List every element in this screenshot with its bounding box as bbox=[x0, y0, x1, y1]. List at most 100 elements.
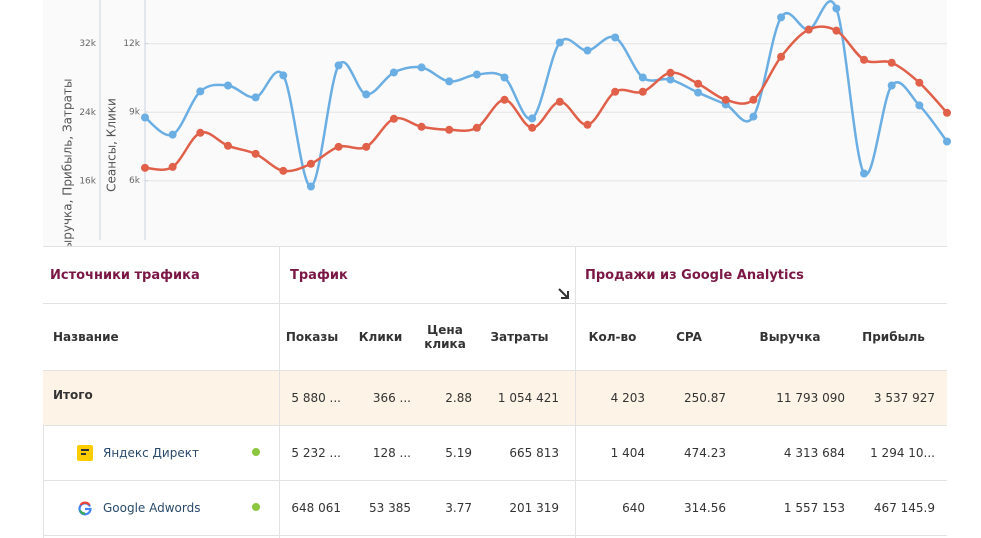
group-header: Источники трафика bbox=[50, 267, 200, 283]
group-header: Продажи из Google Analytics bbox=[585, 267, 804, 283]
data-point bbox=[445, 125, 454, 134]
row-border bbox=[43, 535, 947, 536]
data-point bbox=[887, 81, 896, 90]
column-border bbox=[575, 247, 576, 538]
cell: 3.77 bbox=[445, 500, 472, 515]
data-point bbox=[777, 52, 786, 61]
cell: 665 813 bbox=[509, 445, 559, 460]
data-point bbox=[141, 163, 149, 172]
data-point bbox=[417, 63, 426, 72]
yandex-icon bbox=[77, 445, 93, 461]
y-axis-title: Выручка, Прибыль, Затраты bbox=[61, 79, 75, 247]
data-point bbox=[528, 114, 537, 123]
status-dot bbox=[252, 448, 260, 456]
data-point bbox=[141, 113, 149, 122]
y2-axis-title: Сеансы, Клики bbox=[105, 98, 119, 192]
data-point bbox=[721, 95, 730, 104]
data-point bbox=[611, 87, 620, 96]
cell: 5.19 bbox=[445, 445, 472, 460]
data-point bbox=[389, 68, 398, 77]
data-point bbox=[832, 26, 841, 35]
cell: 1 404 bbox=[610, 445, 645, 460]
total-row-bg bbox=[43, 371, 947, 425]
data-point bbox=[915, 101, 924, 110]
column-header: Прибыль bbox=[862, 329, 925, 344]
column-header: Показы bbox=[285, 329, 339, 344]
y2-tick-label: 12k bbox=[123, 39, 140, 49]
data-point bbox=[638, 73, 647, 82]
cell: 2.88 bbox=[445, 390, 472, 405]
data-point bbox=[279, 71, 288, 80]
y2-tick-label: 6k bbox=[129, 176, 141, 186]
data-point bbox=[555, 38, 564, 47]
data-point bbox=[666, 75, 675, 84]
data-point bbox=[362, 142, 371, 151]
cell: 53 385 bbox=[369, 500, 411, 515]
data-point bbox=[472, 123, 481, 132]
column-header: Кол-во bbox=[588, 329, 637, 344]
column-header: CPA bbox=[676, 329, 702, 344]
column-header: Клики bbox=[358, 329, 403, 344]
data-point bbox=[168, 162, 177, 171]
expand-icon[interactable] bbox=[557, 287, 571, 301]
data-point bbox=[168, 130, 177, 139]
data-point bbox=[638, 87, 647, 96]
source-name: Яндекс Директ bbox=[103, 445, 199, 460]
data-point bbox=[611, 33, 620, 42]
data-point bbox=[943, 108, 951, 117]
data-point bbox=[500, 95, 509, 104]
cell: 201 319 bbox=[509, 500, 559, 515]
data-point bbox=[860, 169, 869, 178]
data-point bbox=[555, 97, 564, 106]
data-point bbox=[887, 58, 896, 67]
data-point bbox=[694, 79, 703, 88]
cell: 5 232 ... bbox=[291, 445, 341, 460]
chart-background bbox=[43, 0, 947, 246]
cell: 5 880 ... bbox=[291, 390, 341, 405]
data-point bbox=[196, 128, 205, 137]
row-border bbox=[43, 246, 947, 247]
data-point bbox=[749, 112, 758, 121]
data-point bbox=[860, 55, 869, 64]
row-border bbox=[43, 370, 947, 371]
data-point bbox=[583, 120, 592, 129]
cell: 1 054 421 bbox=[497, 390, 559, 405]
column-header: Цена клика bbox=[424, 322, 466, 351]
cell: 1 557 153 bbox=[783, 500, 845, 515]
data-point bbox=[279, 166, 288, 175]
y-tick-label: 24k bbox=[79, 108, 96, 118]
cell: 3 537 927 bbox=[873, 390, 935, 405]
y2-tick-label: 9k bbox=[129, 108, 141, 118]
data-point bbox=[472, 70, 481, 79]
y-tick-label: 32k bbox=[79, 39, 96, 49]
data-point bbox=[666, 68, 675, 77]
data-point bbox=[777, 13, 786, 22]
data-point bbox=[196, 87, 205, 96]
column-header: Затраты bbox=[490, 329, 549, 344]
data-point bbox=[306, 159, 315, 168]
data-point bbox=[528, 123, 537, 132]
cell: 474.23 bbox=[684, 445, 726, 460]
column-header: Выручка bbox=[759, 329, 821, 344]
cell: 4 313 684 bbox=[783, 445, 845, 460]
data-point bbox=[915, 78, 924, 87]
cell: 250.87 bbox=[684, 390, 726, 405]
source-name: Google Adwords bbox=[103, 500, 201, 515]
cell: 128 ... bbox=[372, 445, 411, 460]
data-point bbox=[417, 122, 426, 131]
series-line bbox=[144, 0, 948, 188]
column-header: Название bbox=[53, 329, 119, 344]
total-label: Итого bbox=[53, 388, 93, 402]
data-point bbox=[749, 95, 758, 104]
cell: 1 294 10... bbox=[870, 445, 935, 460]
cell: 640 bbox=[622, 500, 645, 515]
data-point bbox=[251, 93, 260, 102]
data-point bbox=[334, 142, 343, 151]
row-border bbox=[43, 425, 947, 426]
cell: 4 203 bbox=[610, 390, 645, 405]
data-point bbox=[223, 141, 232, 150]
row-border bbox=[43, 303, 947, 304]
column-border bbox=[279, 247, 280, 538]
data-point bbox=[832, 4, 841, 13]
